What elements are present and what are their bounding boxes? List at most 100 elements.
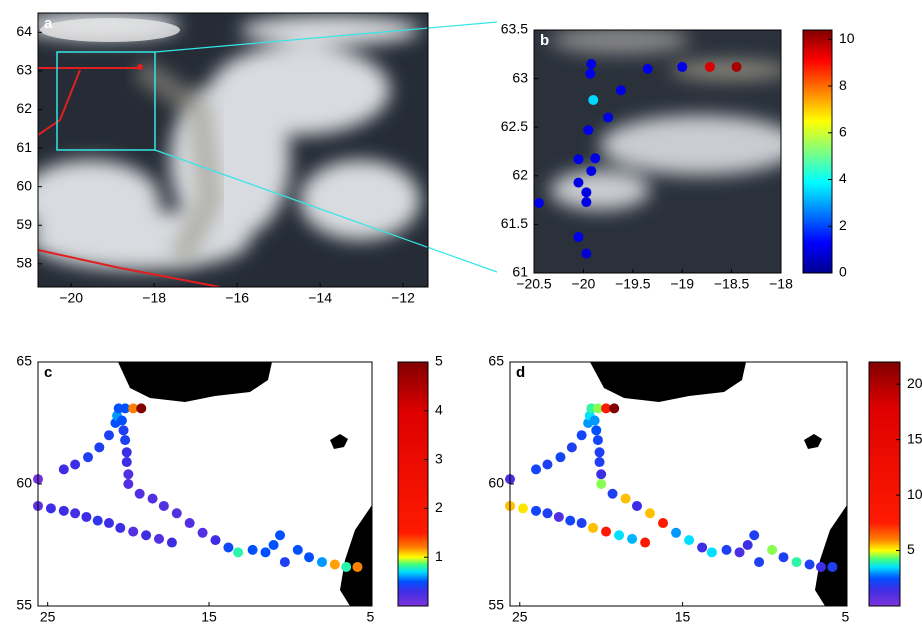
y-tick-label: 55 <box>488 597 504 613</box>
data-point <box>103 430 114 441</box>
data-point <box>147 493 158 504</box>
data-point <box>614 530 625 541</box>
x-tick-label: −16 <box>225 290 249 306</box>
data-point <box>166 537 177 548</box>
colorbar-tick-label: 8 <box>839 77 847 93</box>
data-point <box>566 442 577 453</box>
y-tick-label: 65 <box>16 353 32 369</box>
data-point <box>83 452 94 463</box>
y-tick-label: 60 <box>488 475 504 491</box>
y-tick-label: 62 <box>16 100 32 116</box>
data-point <box>94 442 105 453</box>
data-point <box>804 559 815 570</box>
plot-frame <box>533 29 782 274</box>
colorbar-tick-label: 10 <box>907 486 922 502</box>
colorbar-tick-label: 6 <box>839 124 847 140</box>
data-point <box>171 508 182 519</box>
data-point <box>123 469 134 480</box>
data-point <box>70 459 81 470</box>
data-point <box>542 459 553 470</box>
data-point <box>70 508 81 519</box>
panel-label: d <box>516 364 525 381</box>
data-point <box>607 488 618 499</box>
data-point <box>128 403 139 414</box>
data-point <box>45 503 56 514</box>
data-point <box>141 530 152 541</box>
y-tick-label: 63 <box>16 62 32 78</box>
data-point <box>754 557 765 568</box>
data-point <box>260 547 271 558</box>
data-point <box>642 63 653 74</box>
data-point <box>704 61 715 72</box>
data-point <box>601 526 612 537</box>
data-point <box>596 469 607 480</box>
data-point <box>581 248 592 259</box>
data-point <box>721 544 732 555</box>
data-point <box>615 85 626 96</box>
y-tick-label: 58 <box>16 255 32 271</box>
satellite-image <box>38 13 428 287</box>
data-point <box>583 125 594 136</box>
data-point <box>542 508 553 519</box>
data-point <box>596 479 607 489</box>
data-point <box>128 526 139 537</box>
data-point <box>588 522 599 533</box>
data-point <box>565 515 576 526</box>
data-point <box>671 527 682 538</box>
data-point <box>531 464 542 475</box>
colorbar <box>868 361 901 607</box>
data-point <box>58 464 69 475</box>
data-point <box>197 527 208 538</box>
data-point <box>585 68 596 79</box>
x-tick-label: 25 <box>40 609 56 624</box>
satellite-image <box>534 30 781 273</box>
x-tick-label: 25 <box>512 609 528 624</box>
data-point <box>329 559 340 570</box>
data-point <box>591 425 602 436</box>
data-point <box>103 518 114 529</box>
data-point <box>58 505 69 516</box>
data-point <box>590 153 601 164</box>
x-tick-label: −19 <box>670 276 694 292</box>
data-point <box>631 500 642 511</box>
y-tick-label: 63.5 <box>501 21 528 37</box>
y-tick-label: 60 <box>16 475 32 491</box>
colorbar-tick-label: 20 <box>907 375 922 391</box>
x-tick-label: 5 <box>366 609 374 624</box>
colorbar <box>397 361 429 607</box>
x-tick-label: −20 <box>59 290 83 306</box>
data-point <box>268 540 279 550</box>
data-point <box>594 457 605 468</box>
colorbar-tick-label: 4 <box>839 170 847 186</box>
colorbar-tick-label: 15 <box>907 430 922 446</box>
data-point <box>136 403 147 414</box>
data-point <box>154 533 165 544</box>
y-tick-label: 62.5 <box>501 118 528 134</box>
x-tick-label: −18 <box>142 290 166 306</box>
panel-label: a <box>44 15 53 32</box>
data-point <box>573 154 584 165</box>
colorbar-tick-label: 2 <box>435 499 443 515</box>
y-tick-label: 61 <box>512 264 528 280</box>
data-point <box>518 503 529 514</box>
data-point <box>304 552 315 563</box>
data-point <box>734 547 745 558</box>
data-point <box>778 552 789 563</box>
data-point <box>92 515 103 526</box>
data-point <box>123 479 134 489</box>
y-tick-label: 59 <box>16 216 32 232</box>
data-point <box>573 177 584 188</box>
y-tick-label: 64 <box>16 23 32 39</box>
data-point <box>684 535 695 546</box>
colorbar <box>802 29 833 274</box>
colorbar-tick-label: 3 <box>435 450 443 466</box>
colorbar-tick-label: 0 <box>839 264 847 280</box>
data-point <box>589 415 600 426</box>
data-point <box>706 547 717 558</box>
data-point <box>697 542 708 553</box>
data-point <box>279 557 290 568</box>
zoom-line <box>154 21 498 53</box>
y-tick-label: 61.5 <box>501 215 528 231</box>
data-point <box>581 187 592 198</box>
